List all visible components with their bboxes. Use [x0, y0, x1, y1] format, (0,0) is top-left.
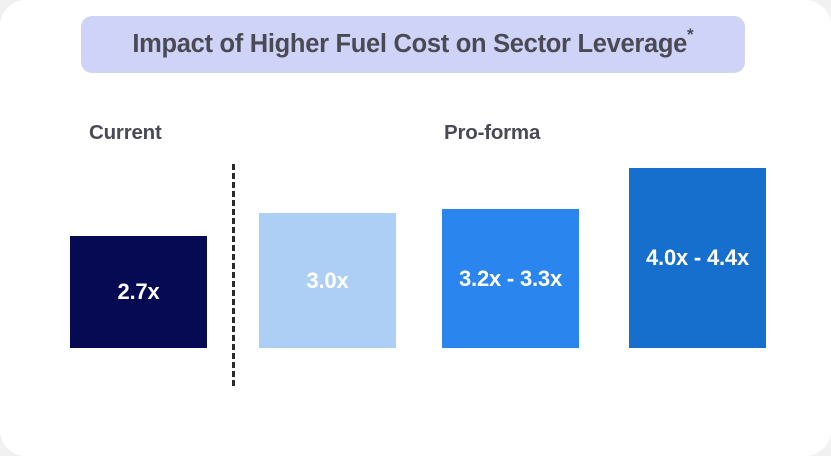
bar-group: 3.0x 2-month war [259, 213, 396, 456]
bar-fy-2025: 2.7x [70, 236, 207, 348]
bar-group: 2.7x FY 2025 [70, 236, 207, 456]
bar-3-month-war: 3.2x - 3.3x [442, 209, 579, 348]
chart-title-text: Impact of Higher Fuel Cost on Sector Lev… [132, 30, 688, 58]
group-header-current: Current [89, 121, 162, 144]
bar-value-label: 2.7x [117, 279, 160, 304]
section-divider [232, 164, 235, 386]
bar-value-label: 3.0x [306, 267, 349, 293]
group-header-proforma: Pro-forma [444, 121, 541, 144]
title-banner: Impact of Higher Fuel Cost on Sector Lev… [81, 16, 745, 73]
bar-value-label: 4.0x - 4.4x [646, 245, 749, 270]
footnote-asterisk: * [687, 24, 694, 44]
bar-2-month-war: 3.0x [259, 213, 396, 348]
bar-group: 4.0x - 4.4x 6-month war [629, 168, 766, 456]
bar-group: 3.2x - 3.3x 3-month war [442, 209, 579, 456]
bar-value-label: 3.2x - 3.3x [459, 265, 562, 291]
chart-title: Impact of Higher Fuel Cost on Sector Lev… [132, 26, 693, 59]
bar-6-month-war: 4.0x - 4.4x [629, 168, 766, 348]
